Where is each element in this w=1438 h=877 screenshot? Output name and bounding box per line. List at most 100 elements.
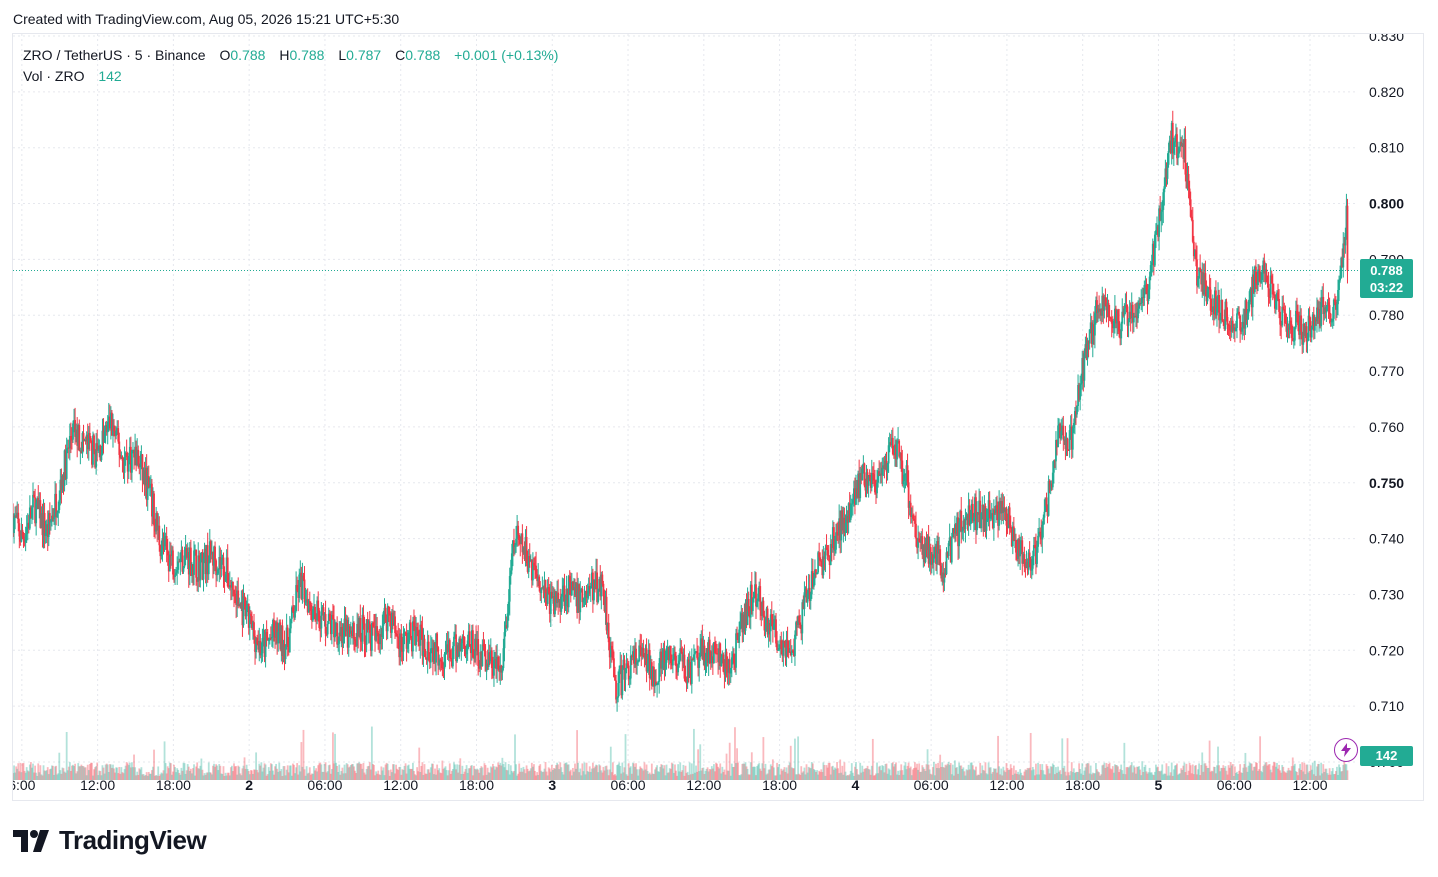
candle-body: [634, 648, 636, 664]
volume-bar: [272, 770, 274, 780]
candle-body: [881, 467, 884, 476]
volume-bar: [962, 767, 965, 780]
candle-body: [1099, 308, 1102, 312]
volume-bar: [1235, 772, 1237, 780]
tradingview-logo[interactable]: TradingView: [13, 825, 207, 856]
volume-bar: [1217, 746, 1219, 780]
candle-body: [1050, 483, 1053, 488]
candle-body: [607, 622, 610, 643]
candle-body: [734, 663, 736, 668]
volume-bar: [598, 764, 601, 780]
candle-body: [709, 651, 712, 664]
volume-bar: [1345, 764, 1348, 780]
candle-body: [545, 593, 548, 604]
candle-body: [1238, 311, 1240, 316]
candle-body: [955, 524, 957, 534]
volume-bar: [498, 764, 501, 780]
candle-body: [546, 587, 549, 604]
candle-body: [841, 510, 844, 531]
candle-body: [542, 587, 545, 591]
volume-bar: [327, 765, 330, 780]
candle-body: [1218, 294, 1220, 321]
volume-bar: [1198, 763, 1200, 780]
volume-label[interactable]: Vol · ZRO: [23, 68, 85, 84]
volume-bar: [149, 773, 152, 780]
volume-bar: [438, 768, 441, 780]
candle-body: [533, 562, 535, 566]
candle-body: [1267, 283, 1270, 297]
candle-body: [727, 659, 730, 673]
volume-bar: [614, 773, 616, 780]
volume-bar: [1251, 770, 1254, 780]
candle-body: [1299, 315, 1302, 335]
candle-body: [578, 584, 581, 613]
volume-bar: [756, 766, 758, 780]
volume-bar: [97, 775, 100, 780]
price-chart[interactable]: 0.8300.8200.8100.8000.7900.7800.7700.760…: [13, 34, 1425, 802]
volume-bar: [894, 764, 896, 780]
volume-bar: [1257, 770, 1259, 780]
volume-bar: [365, 769, 368, 780]
volume-bar: [370, 726, 373, 780]
candle-body: [34, 497, 37, 524]
volume-bar: [182, 762, 185, 780]
volume-bar: [1088, 773, 1091, 780]
candle-body: [1331, 318, 1334, 322]
volume-bar: [355, 773, 357, 780]
candle-body: [504, 625, 507, 633]
volume-bar: [596, 765, 598, 780]
volume-bar: [18, 771, 21, 780]
candle-body: [262, 637, 265, 639]
candle-body: [681, 652, 684, 662]
volume-bar: [256, 769, 259, 780]
candle-body: [655, 681, 657, 685]
volume-bar: [974, 770, 976, 780]
volume-bar: [440, 773, 443, 780]
candle-body: [1061, 425, 1064, 431]
volume-bar: [999, 774, 1002, 780]
volume-bar: [942, 767, 945, 780]
candle-body: [1244, 300, 1247, 329]
volume-bar: [975, 766, 977, 780]
candle-body: [561, 589, 564, 597]
candle-body: [1337, 289, 1339, 305]
candle-body: [310, 610, 313, 621]
volume-bar: [1084, 767, 1087, 780]
volume-bar: [420, 765, 423, 780]
candle-body: [281, 625, 284, 657]
volume-bar: [239, 773, 242, 780]
candle-body: [1146, 293, 1149, 302]
volume-bar: [129, 767, 132, 780]
volume-bar: [848, 774, 851, 780]
volume-bar: [461, 765, 464, 780]
volume-bar: [332, 732, 334, 780]
candle-body: [454, 634, 456, 637]
volume-bar: [703, 773, 706, 780]
candle-body: [800, 624, 803, 634]
candle-body: [24, 534, 27, 543]
volume-bar: [92, 775, 94, 780]
candle-body: [622, 659, 625, 670]
volume-bar: [413, 770, 415, 780]
volume-bar: [186, 764, 189, 780]
volume-bar: [392, 764, 394, 780]
lightning-icon[interactable]: [1334, 738, 1358, 762]
candle-body: [106, 422, 109, 433]
candle-body: [1270, 275, 1273, 284]
candle-body: [553, 596, 555, 615]
candle-body: [723, 671, 726, 675]
volume-bar: [59, 770, 62, 780]
candle-body: [1012, 526, 1015, 542]
volume-bar: [580, 775, 583, 780]
candle-body: [944, 573, 947, 575]
volume-bar: [449, 773, 452, 780]
volume-bar: [964, 775, 967, 780]
volume-bar: [1048, 773, 1051, 780]
chart-frame[interactable]: 0.8300.8200.8100.8000.7900.7800.7700.760…: [12, 33, 1424, 801]
candle-body: [1257, 269, 1259, 286]
candle-body: [267, 640, 270, 642]
symbol-label[interactable]: ZRO / TetherUS · 5 · Binance: [23, 47, 206, 63]
volume-bar: [844, 771, 847, 780]
volume-bar: [1293, 763, 1296, 780]
candle-body: [1065, 438, 1068, 450]
